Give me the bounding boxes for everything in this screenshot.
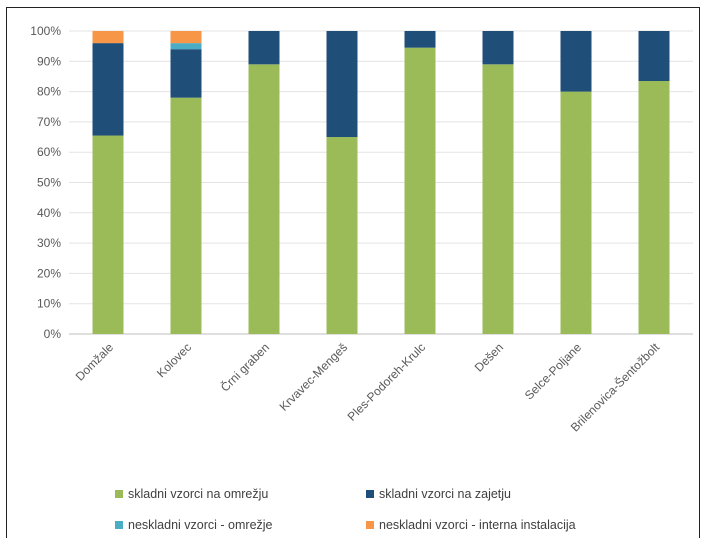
y-tick-label: 30% — [37, 236, 61, 250]
x-category-label: Dešen — [472, 340, 506, 374]
legend-item-neskladni-interna: neskladni vzorci - interna instalacija — [366, 518, 576, 532]
bar-segment — [92, 135, 124, 334]
y-tick-label: 100% — [30, 24, 61, 38]
y-tick-label: 80% — [37, 85, 61, 99]
legend-swatch-navy — [366, 490, 374, 498]
chart-frame: 0% 10% 20% 30% 40% 50% 60% 70% 80% 90% 100% Domžal… — [6, 7, 700, 538]
x-category-label: Domžale — [73, 340, 117, 384]
bar-segment — [404, 31, 436, 48]
y-tick-label: 90% — [37, 54, 61, 68]
y-tick-label: 70% — [37, 115, 61, 129]
y-tick-label: 20% — [37, 266, 61, 280]
legend-swatch-cyan — [115, 521, 123, 529]
x-category-label: Črni graben — [217, 340, 272, 395]
legend-label: skladni vzorci na zajetju — [379, 487, 512, 501]
legend-swatch-green — [115, 490, 123, 498]
bar-segment — [560, 31, 592, 92]
y-tick-label: 10% — [37, 297, 61, 311]
legend-item-omrezje: skladni vzorci na omrežju — [115, 487, 268, 501]
legend-label: skladni vzorci na omrežju — [128, 487, 269, 501]
x-category-label: Selce-Poljane — [522, 340, 584, 402]
legend-swatch-orange — [366, 521, 374, 529]
x-category-label: Ples-Podoreh-Krulc — [345, 340, 428, 423]
bar-segment — [170, 43, 202, 50]
legend-label: neskladni vzorci - omrežje — [128, 518, 273, 532]
bar-segment — [638, 80, 670, 335]
bar-segment — [170, 97, 202, 334]
legend-item-neskladni-omrezje: neskladni vzorci - omrežje — [115, 518, 273, 532]
bar-segment — [560, 91, 592, 334]
y-tick-label: 50% — [37, 176, 61, 190]
bar-segment — [482, 31, 514, 65]
bar-segment — [248, 31, 280, 65]
x-category-label: Kolovec — [154, 340, 194, 380]
legend-item-zajetje: skladni vzorci na zajetju — [366, 487, 511, 501]
y-tick-label: 40% — [37, 206, 61, 220]
stacked-bar-chart: 0% 10% 20% 30% 40% 50% 60% 70% 80% 90% 100% Domžal… — [30, 24, 693, 435]
bar-segment — [92, 43, 124, 136]
bar-segment — [638, 31, 670, 81]
x-category-label: Krvavec-Mengeš — [277, 340, 351, 414]
x-category-label: Brilenovica-Šentožbolt — [567, 339, 663, 435]
bar-segment — [92, 31, 124, 44]
bar-segment — [404, 47, 436, 334]
bar-segment — [326, 31, 358, 138]
y-tick-label: 60% — [37, 145, 61, 159]
bar-segment — [248, 64, 280, 334]
bar-segment — [482, 64, 514, 334]
bar-segment — [170, 49, 202, 98]
bar-segment — [170, 31, 202, 44]
bar-segment — [326, 137, 358, 334]
y-tick-label: 0% — [44, 327, 62, 341]
legend-label: neskladni vzorci - interna instalacija — [379, 518, 576, 532]
